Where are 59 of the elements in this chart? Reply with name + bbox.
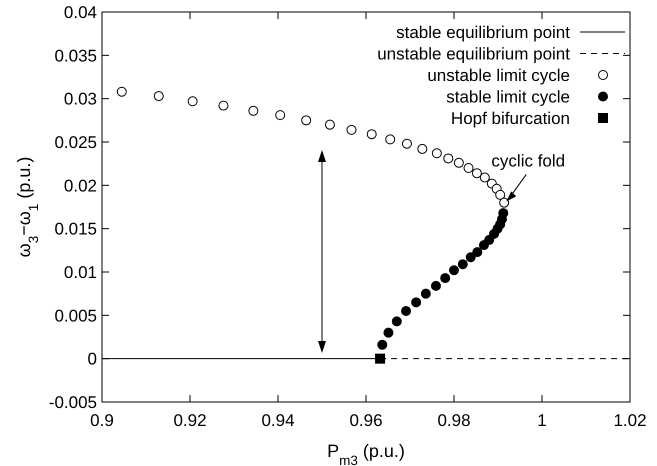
point [116,86,127,97]
point [417,144,428,154]
point [275,110,286,120]
point [346,124,356,135]
point [440,273,450,284]
point [385,134,396,144]
y-tick-label: 0.005 [54,306,97,326]
point [383,328,394,338]
point [464,163,474,173]
point [495,190,506,200]
y-tick-label: 0.01 [64,263,97,282]
point [472,247,482,258]
legend-label: stable equilibrium point [396,23,570,42]
y-tick-label: -0.005 [48,393,97,412]
point [402,138,412,149]
point [454,158,464,168]
point [188,96,198,106]
y-tick-label: 0.04 [64,3,97,22]
point [449,265,459,276]
point [377,340,388,350]
point [466,252,476,262]
y-tick-label: 0.015 [54,220,97,239]
x-tick-label: 0.94 [261,411,295,430]
legend-label: unstable equilibrium point [377,44,570,64]
point [392,316,402,326]
y-tick-label: 0 [88,350,97,369]
point [472,168,482,178]
point [498,208,508,218]
x-tick-label: 1.02 [613,411,647,430]
point [154,91,164,102]
point [218,100,228,111]
x-axis-title: P$_{m3}$ (p.u.) [327,441,405,466]
point [411,297,422,308]
x-tick-label: 1 [537,411,547,430]
point [443,153,454,164]
legend-label: stable limit cycle [446,88,570,106]
point [401,306,412,316]
x-tick-label: 0.92 [173,411,207,430]
point [430,280,441,291]
y-tick-label: 0.03 [64,90,97,109]
y-tick-label: 0.025 [54,133,97,152]
point [301,115,312,126]
point [458,259,468,270]
x-tick-label: 0.9 [90,411,114,430]
x-tick-label: 0.96 [349,411,383,430]
annotation: cyclic fold [491,151,566,170]
y-tick-label: 0.02 [64,176,97,196]
point [375,354,386,364]
point [324,120,335,130]
point [248,106,258,116]
point [432,148,442,158]
point [420,288,431,299]
point [499,198,510,208]
x-tick-label: 0.98 [437,411,471,430]
point [366,129,377,140]
point [480,172,490,183]
legend-label: Hopf bifurcation [450,109,570,128]
legend-label: unstable limit cycle [427,66,570,85]
y-tick-label: 0.035 [54,46,97,66]
